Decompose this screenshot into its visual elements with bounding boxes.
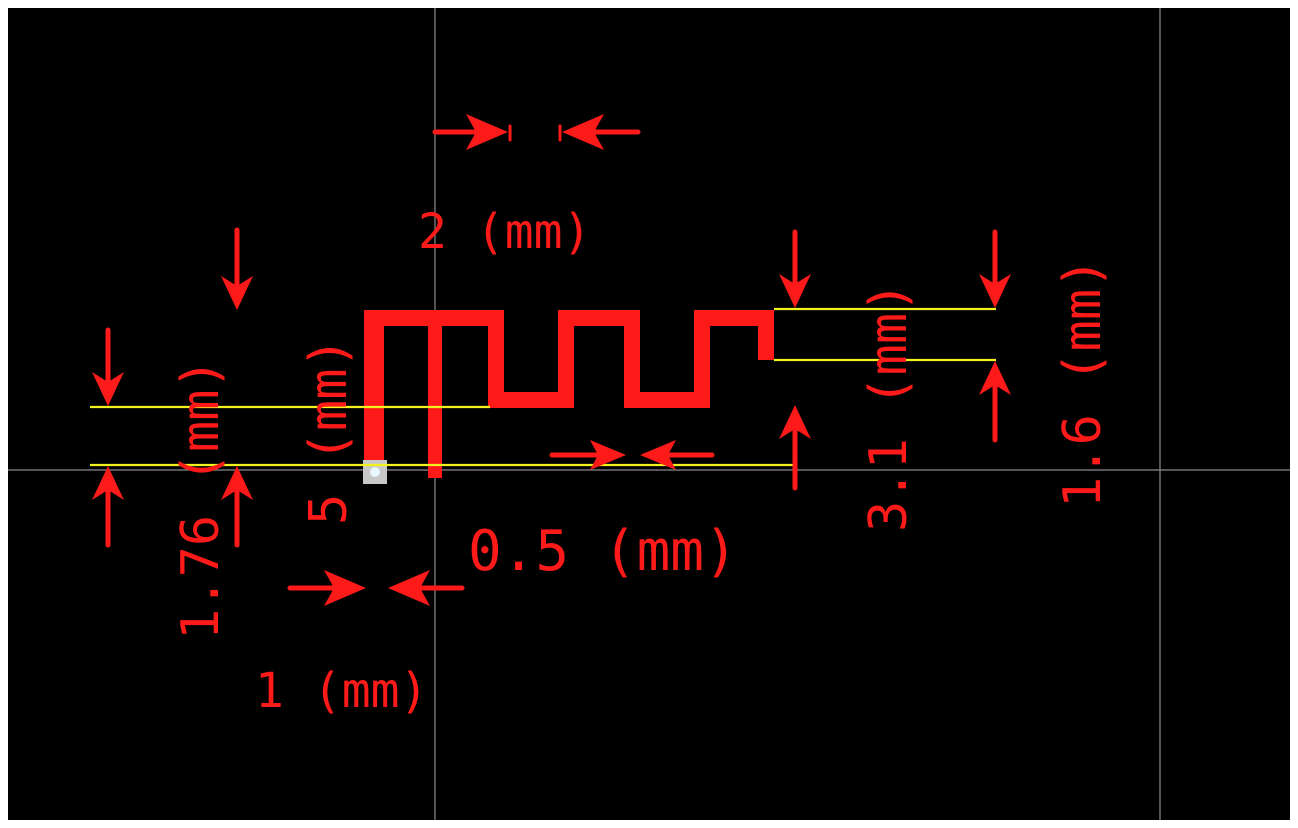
pcb-canvas[interactable]: 2 (mm) 0.5 (mm) 1 (mm) 1.76 (mm) 5 (mm) … — [8, 8, 1290, 820]
dim-label-1-6mm: 1.6 (mm) — [1053, 258, 1113, 508]
dim-label-2mm: 2 (mm) — [418, 204, 591, 260]
dim-label-0-5mm: 0.5 (mm) — [468, 519, 738, 584]
dimension-arrows — [92, 114, 1011, 606]
feed-via — [370, 467, 380, 477]
antenna-trace[interactable] — [364, 310, 774, 478]
dim-label-3-1mm: 3.1 (mm) — [859, 282, 919, 532]
dim-label-5mm: 5 (mm) — [299, 337, 359, 525]
antenna-diagram: 2 (mm) 0.5 (mm) 1 (mm) 1.76 (mm) 5 (mm) … — [8, 8, 1290, 820]
dimension-guides — [90, 307, 996, 467]
dim-label-1mm: 1 (mm) — [255, 663, 428, 719]
dim-label-1-76mm: 1.76 (mm) — [171, 358, 231, 640]
